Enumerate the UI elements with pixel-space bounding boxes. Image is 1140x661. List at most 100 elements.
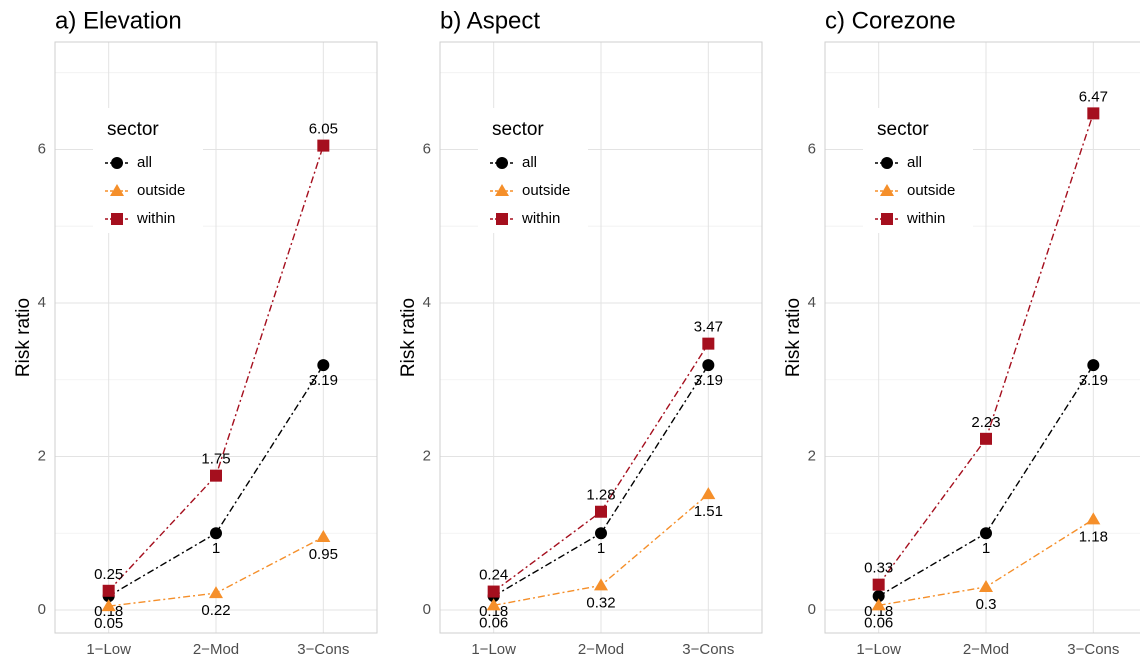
y-tick-label: 2 [423, 447, 431, 464]
value-label: 2.23 [971, 414, 1000, 431]
value-label: 0.95 [309, 546, 338, 563]
y-tick-label: 0 [38, 601, 46, 618]
value-label: 0.24 [479, 567, 508, 584]
value-label: 3.19 [694, 372, 723, 389]
x-tick-label: 2−Mod [193, 641, 239, 658]
point [210, 469, 222, 482]
y-tick-label: 0 [423, 601, 431, 618]
value-label: 6.47 [1079, 88, 1108, 105]
point [486, 598, 501, 611]
legend-key [111, 213, 123, 225]
legend-label: all [137, 154, 152, 171]
value-label: 0.22 [201, 602, 230, 619]
x-tick-label: 3−Cons [297, 641, 349, 658]
y-tick-label: 6 [423, 140, 431, 157]
value-label: 0.06 [479, 614, 508, 631]
legend-title: sector [877, 119, 929, 140]
point [702, 359, 715, 372]
point [595, 505, 607, 518]
value-label: 1.75 [201, 451, 230, 468]
panel-title: a) Elevation [55, 7, 182, 34]
point [1087, 359, 1100, 372]
legend-label: within [136, 210, 175, 227]
legend-label: all [522, 154, 537, 171]
point [871, 598, 886, 611]
point [209, 586, 223, 599]
value-label: 0.18 [864, 603, 893, 620]
panel-border [54, 41, 378, 634]
y-tick-label: 4 [808, 294, 816, 311]
point [595, 527, 607, 540]
point [1086, 512, 1101, 525]
value-label: 0.33 [864, 560, 893, 577]
value-label: 0.18 [479, 603, 508, 620]
legend-label: within [521, 210, 560, 227]
x-tick-label: 2−Mod [963, 641, 1009, 658]
x-tick-label: 2−Mod [578, 641, 624, 658]
panel-title: c) Corezone [825, 7, 956, 34]
legend-title: sector [492, 119, 544, 140]
point [102, 584, 115, 597]
value-label: 3.47 [694, 319, 723, 336]
value-label: 0.32 [586, 594, 615, 611]
legend-key [495, 184, 509, 196]
point [594, 578, 608, 591]
x-tick-label: 3−Cons [1067, 641, 1119, 658]
panel-border [439, 41, 763, 634]
legend-background [93, 108, 203, 233]
value-label: 3.19 [1079, 372, 1108, 389]
value-label: 1 [212, 540, 220, 557]
value-label: 3.19 [309, 372, 338, 389]
point [979, 579, 993, 592]
y-axis-label: Risk ratio [783, 298, 804, 377]
point [317, 359, 330, 372]
x-tick-label: 1−Low [471, 641, 516, 658]
value-label: 0.05 [94, 615, 123, 632]
value-label: 0.06 [864, 614, 893, 631]
y-tick-label: 2 [38, 447, 46, 464]
value-label: 0.3 [976, 596, 997, 613]
x-tick-label: 1−Low [86, 641, 131, 658]
value-label: 1.51 [694, 503, 723, 520]
legend-key [880, 184, 894, 196]
legend-label: outside [907, 182, 955, 199]
value-label: 1 [982, 540, 990, 557]
legend-key [496, 157, 508, 169]
legend-title: sector [107, 119, 159, 140]
value-label: 1.28 [586, 487, 615, 504]
y-tick-label: 4 [423, 294, 431, 311]
point [702, 337, 715, 350]
legend-key [496, 213, 508, 225]
panel-title: b) Aspect [440, 7, 540, 34]
y-axis-label: Risk ratio [398, 298, 419, 377]
point [317, 139, 330, 152]
value-label: 0.18 [94, 603, 123, 620]
y-tick-label: 2 [808, 447, 816, 464]
y-tick-label: 6 [38, 140, 46, 157]
point [210, 527, 222, 540]
legend-label: outside [522, 182, 570, 199]
value-label: 1 [597, 540, 605, 557]
point [1087, 107, 1100, 120]
point [872, 590, 885, 603]
legend-background [863, 108, 973, 233]
legend-background [478, 108, 588, 233]
legend-key [111, 157, 123, 169]
point [980, 432, 992, 445]
value-label: 1.18 [1079, 528, 1108, 545]
legend-label: within [906, 210, 945, 227]
point [316, 530, 331, 543]
legend-label: all [907, 154, 922, 171]
point [701, 487, 716, 500]
point [980, 527, 992, 540]
point [487, 585, 500, 598]
x-tick-label: 1−Low [856, 641, 901, 658]
legend-label: outside [137, 182, 185, 199]
y-tick-label: 4 [38, 294, 46, 311]
series-line [493, 343, 709, 593]
point [101, 599, 116, 612]
legend-key [110, 184, 124, 196]
legend-key [881, 213, 893, 225]
panel-border [824, 41, 1140, 634]
